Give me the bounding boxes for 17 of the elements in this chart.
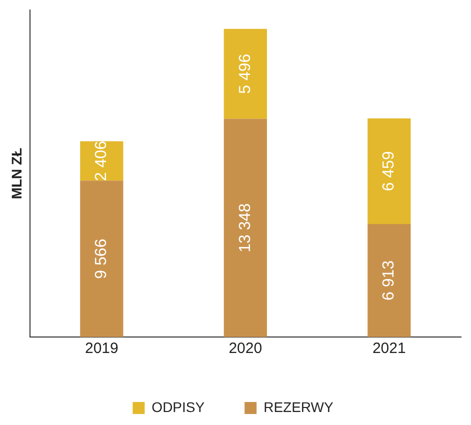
- data-label: 6 913: [380, 260, 398, 301]
- data-label: 9 566: [93, 238, 110, 279]
- bar: [368, 118, 411, 224]
- bar: [224, 118, 267, 337]
- bar: [368, 224, 411, 337]
- x-tick-label: 2019: [84, 340, 118, 358]
- data-label: 13 348: [236, 203, 254, 252]
- x-tick-label: 2021: [372, 340, 406, 358]
- data-label: 6 459: [380, 151, 398, 192]
- bar: [224, 28, 267, 119]
- data-label: 5 496: [236, 54, 254, 94]
- y-axis-title: MLN ZŁ: [8, 147, 24, 200]
- legend-label: ODPISY: [152, 398, 206, 415]
- data-label: 2 406: [93, 140, 110, 181]
- bar: [80, 180, 124, 337]
- x-tick-label: 2020: [228, 340, 262, 358]
- legend-label: REZERWY: [264, 398, 334, 415]
